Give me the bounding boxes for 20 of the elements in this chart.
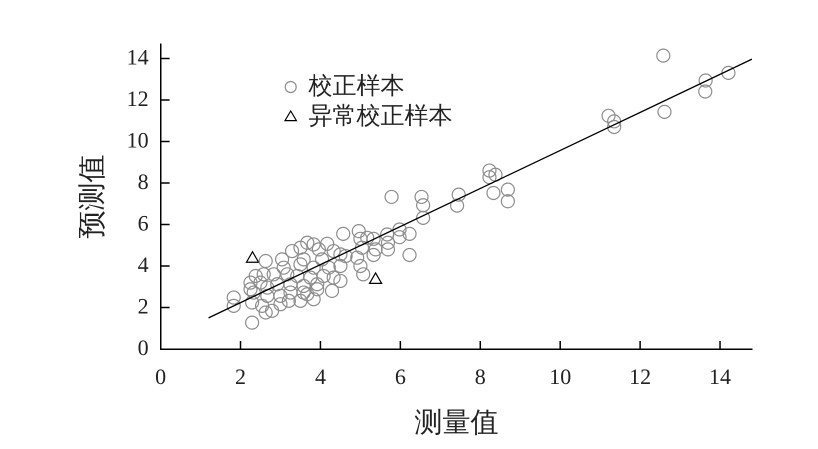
legend-label: 异常校正样本 [308, 103, 453, 130]
y-tick-label: 0 [138, 334, 149, 360]
x-tick-label: 0 [155, 364, 166, 389]
x-axis-title: 测量值 [414, 408, 498, 439]
x-tick-label: 6 [394, 364, 406, 389]
y-tick-label: 8 [138, 168, 149, 194]
y-axis-title: 预测值 [77, 154, 108, 238]
x-tick-label: 2 [235, 364, 246, 389]
y-tick-label: 12 [126, 86, 149, 111]
x-tick-label: 4 [314, 364, 326, 389]
y-tick-label: 2 [138, 293, 149, 318]
legend-label: 校正样本 [308, 73, 405, 100]
y-tick-label: 14 [126, 44, 149, 70]
x-tick-label: 14 [709, 364, 732, 389]
x-tick-label: 8 [474, 364, 486, 389]
x-tick-label: 10 [549, 364, 572, 389]
y-tick-label: 6 [138, 210, 149, 236]
x-tick-label: 12 [629, 364, 652, 389]
y-tick-label: 4 [138, 252, 149, 277]
y-tick-label: 10 [126, 127, 149, 152]
